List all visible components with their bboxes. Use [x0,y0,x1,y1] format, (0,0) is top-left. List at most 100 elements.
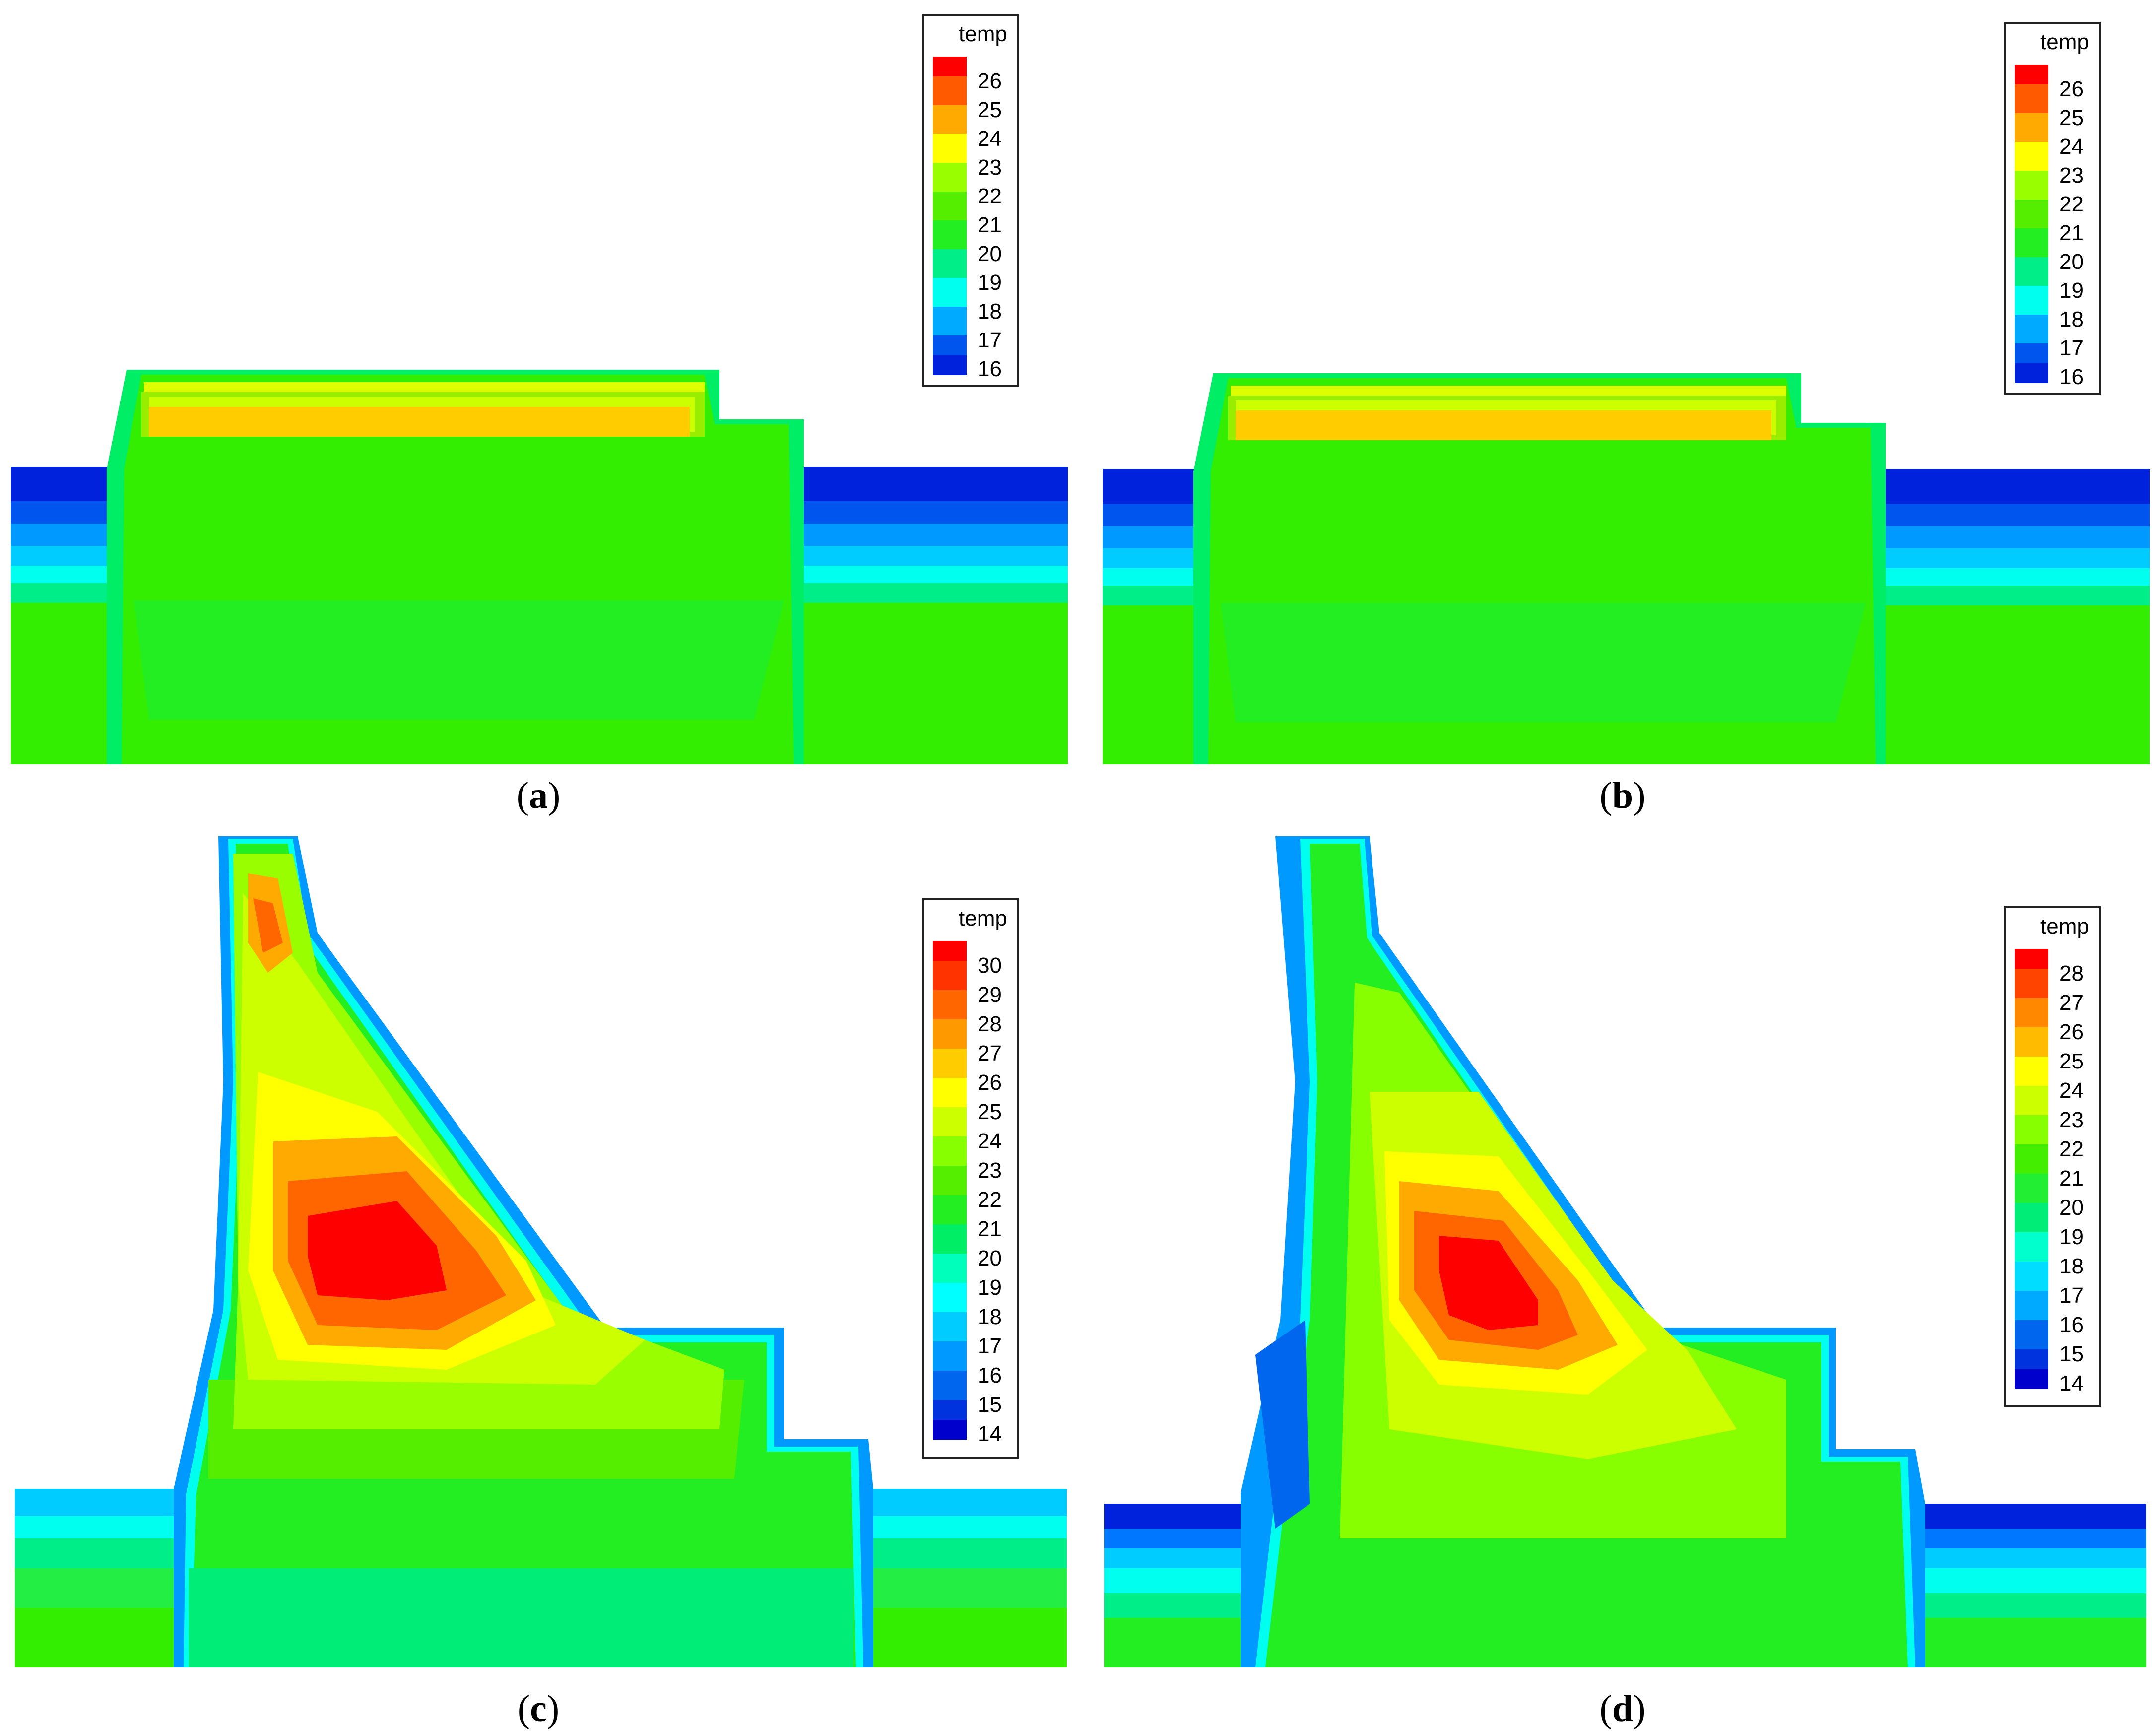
legend-d: temp 28 27 26 25 24 23 22 21 20 19 18 17… [2004,906,2101,1407]
legend-swatch [933,1019,967,1049]
legend-tick: 30 [978,953,1002,978]
legend-tick: 19 [2059,1225,2084,1249]
legend-title: temp [959,22,1007,46]
panel-d: temp 28 27 26 25 24 23 22 21 20 19 18 17… [1092,834,2156,1734]
contour-plot-b [1103,373,2150,764]
legend-swatch [2015,343,2048,363]
legend-swatch [933,163,967,192]
legend-tick: 28 [978,1012,1002,1036]
legend-swatch [933,355,967,375]
legend-swatch [933,307,967,335]
legend-tick: 20 [978,1246,1002,1270]
legend-swatch [2015,1174,2048,1203]
legend-swatch [933,1400,967,1420]
legend-swatch [2015,1349,2048,1369]
legend-swatch [933,941,967,961]
legend-tick: 23 [2059,1108,2084,1132]
legend-tick: 25 [2059,106,2084,130]
panel-c: temp 30 29 28 27 26 25 24 23 22 21 20 19… [0,834,1077,1734]
legend-swatch [933,1078,967,1107]
legend-swatch [2015,1262,2048,1291]
legend-swatch [2015,84,2048,113]
legend-swatch [933,1195,967,1224]
contour-plot-a [11,370,1068,764]
legend-swatch [2015,1291,2048,1320]
legend-title: temp [2040,914,2089,938]
legend-tick: 21 [2059,1166,2084,1191]
legend-swatch [933,335,967,355]
legend-swatch [933,990,967,1019]
legend-tick: 18 [978,1305,1002,1329]
legend-tick: 15 [978,1393,1002,1417]
legend-swatch [933,1136,967,1166]
legend-tick: 16 [2059,1313,2084,1337]
legend-tick: 18 [978,299,1002,324]
caption-a: (a) [516,775,561,816]
legend-tick: 16 [978,357,1002,381]
legend-swatch [2015,969,2048,998]
legend-swatch [933,57,967,76]
legend-a: temp 26 25 24 23 22 21 20 19 18 17 16 [922,14,1019,387]
legend-swatch [2015,1144,2048,1174]
legend-swatch [933,76,967,105]
legend-tick: 26 [2059,1020,2084,1044]
legend-swatch [2015,171,2048,200]
legend-swatch [933,249,967,278]
legend-tick: 22 [2059,1137,2084,1161]
legend-swatch [2015,228,2048,257]
contour-plot-c [15,836,1067,1667]
legend-tick: 19 [978,1275,1002,1300]
legend-swatch [933,1224,967,1254]
legend-tick: 29 [978,983,1002,1007]
legend-tick: 20 [978,242,1002,266]
legend-swatch [2015,113,2048,142]
contour-plot-d [1104,836,2146,1667]
legend-swatch [933,278,967,307]
legend-swatch [2015,200,2048,228]
legend-tick: 18 [2059,1254,2084,1278]
legend-swatch [933,1049,967,1078]
legend-tick: 23 [2059,163,2084,188]
legend-swatch [933,961,967,990]
legend-swatch [933,1254,967,1283]
legend-swatch [2015,142,2048,171]
legend-tick: 19 [2059,278,2084,303]
legend-swatch [2015,1369,2048,1389]
legend-tick: 24 [2059,134,2084,159]
legend-tick: 27 [2059,991,2084,1015]
legend-swatch [2015,363,2048,383]
legend-swatch [2015,1027,2048,1057]
legend-b: temp 26 25 24 23 22 21 20 19 18 17 16 [2004,22,2101,395]
legend-tick: 17 [978,1334,1002,1358]
legend-tick: 24 [978,127,1002,151]
legend-tick: 22 [978,1188,1002,1212]
legend-title: temp [2040,30,2089,54]
caption-c: (c) [517,1688,560,1730]
legend-c: temp 30 29 28 27 26 25 24 23 22 21 20 19… [922,898,1019,1459]
legend-swatch [2015,257,2048,286]
legend-swatch [2015,998,2048,1027]
caption-b: (b) [1599,775,1646,816]
caption-d: (d) [1599,1688,1646,1730]
legend-swatch [933,1166,967,1195]
legend-swatch [933,1371,967,1400]
panel-b: temp 26 25 24 23 22 21 20 19 18 17 16 (b… [1092,0,2156,834]
panel-a: temp 26 25 24 23 22 21 20 19 18 17 16 (a… [0,0,1077,834]
legend-swatch [933,1283,967,1312]
legend-tick: 21 [978,213,1002,237]
legend-tick: 20 [2059,1196,2084,1220]
legend-swatch [933,105,967,134]
legend-swatch [2015,949,2048,969]
legend-title: temp [959,906,1007,931]
legend-tick: 26 [978,69,1002,93]
legend-tick: 23 [978,1158,1002,1183]
legend-tick: 23 [978,155,1002,180]
legend-tick: 15 [2059,1342,2084,1366]
legend-swatch [2015,286,2048,315]
legend-tick: 17 [2059,336,2084,360]
legend-tick: 22 [978,184,1002,208]
legend-swatch [933,220,967,249]
legend-tick: 26 [978,1070,1002,1095]
legend-tick: 26 [2059,77,2084,101]
legend-tick: 17 [2059,1283,2084,1308]
